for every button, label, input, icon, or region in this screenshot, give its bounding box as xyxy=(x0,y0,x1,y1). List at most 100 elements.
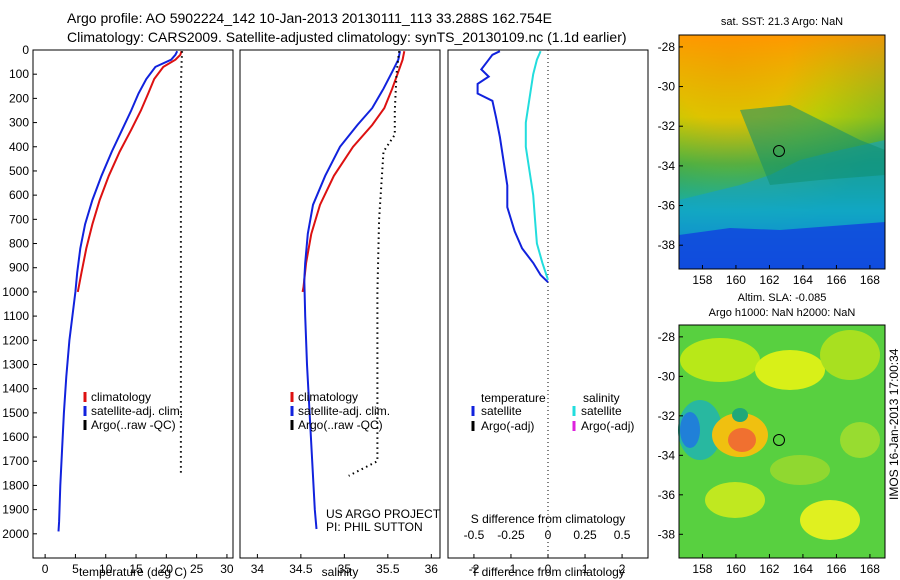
argo-location-marker xyxy=(773,145,785,157)
x2-tick-label: 0 xyxy=(545,528,552,542)
header-line-1: Argo profile: AO 5902224_142 10-Jan-2013… xyxy=(67,10,552,26)
header-line-2: Climatology: CARS2009. Satellite-adjuste… xyxy=(67,29,627,45)
sla-map-title-2: Argo h1000: NaN h2000: NaN xyxy=(709,307,856,319)
legend-label: climatology xyxy=(91,390,151,404)
map-x-tick-label: 160 xyxy=(726,273,746,287)
series-line-satellite xyxy=(476,50,549,283)
map-y-tick-label: -34 xyxy=(658,448,676,462)
map-x-tick-label: 168 xyxy=(860,562,880,576)
x-tick-label: 35.5 xyxy=(376,562,400,576)
map-x-tick-label: 166 xyxy=(826,562,846,576)
y-tick-label: 1400 xyxy=(2,382,29,396)
map-x-tick-label: 166 xyxy=(826,273,846,287)
legend-label: Argo(-adj) xyxy=(581,419,634,433)
y-tick-label: 800 xyxy=(9,237,29,251)
map-x-tick-label: 164 xyxy=(793,562,813,576)
series-line-satellite-adj--clim- xyxy=(303,51,401,530)
x-axis-label: T difference from climatology xyxy=(471,565,625,579)
y-tick-label: 1300 xyxy=(2,357,29,371)
map-y-tick-label: -28 xyxy=(658,40,676,54)
y-tick-label: 400 xyxy=(9,140,29,154)
x-tick-label: 34 xyxy=(251,562,265,576)
x-tick-label: 5 xyxy=(72,562,79,576)
sla-map-title-1: Altim. SLA: -0.085 xyxy=(738,292,827,304)
y-tick-label: 1900 xyxy=(2,503,29,517)
sst-map xyxy=(678,34,886,270)
x-tick-label: 25 xyxy=(190,562,204,576)
map-y-tick-label: -38 xyxy=(658,238,676,252)
x-axis-label: temperature (deg C) xyxy=(79,565,187,579)
map-y-tick-label: -36 xyxy=(658,199,676,213)
salinity-panel-frame xyxy=(239,49,441,559)
annotation-label: S difference from climatology xyxy=(471,512,626,526)
legend-label: Argo(-adj) xyxy=(481,419,534,433)
x-tick-label: 10 xyxy=(99,562,113,576)
x2-tick-label: -0.25 xyxy=(497,528,525,542)
legend-label: satellite xyxy=(481,404,522,418)
legend-label: climatology xyxy=(298,390,358,404)
legend-label: satellite-adj. clim. xyxy=(91,404,183,418)
y-tick-label: 1800 xyxy=(2,478,29,492)
map-x-tick-label: 162 xyxy=(759,562,779,576)
x-tick-label: -1 xyxy=(506,562,517,576)
x-tick-label: 36 xyxy=(425,562,439,576)
legend-label: Argo(..raw -QC) xyxy=(298,418,383,432)
y-tick-label: 100 xyxy=(9,67,29,81)
sst-map-title: sat. SST: 21.3 Argo: NaN xyxy=(721,16,843,28)
legend-label: satellite-adj. clim. xyxy=(298,404,390,418)
project-credit: US ARGO PROJECT xyxy=(326,507,441,521)
x2-tick-label: 0.25 xyxy=(573,528,597,542)
x-axis-label: salinity xyxy=(322,565,359,579)
map-y-tick-label: -30 xyxy=(658,80,676,94)
x-tick-label: 0 xyxy=(545,562,552,576)
x-tick-label: 34.5 xyxy=(289,562,313,576)
imos-timestamp: IMOS 16-Jan-2013 17:00:34 xyxy=(887,348,900,500)
map-y-tick-label: -32 xyxy=(658,119,676,133)
sla-map xyxy=(678,324,886,559)
legend-label: Argo(..raw -QC) xyxy=(91,418,176,432)
map-x-tick-label: 158 xyxy=(692,562,712,576)
y-tick-label: 200 xyxy=(9,91,29,105)
map-x-tick-label: 160 xyxy=(726,562,746,576)
y-tick-label: 1100 xyxy=(3,309,29,323)
map-x-tick-label: 164 xyxy=(793,273,813,287)
y-tick-label: 500 xyxy=(9,164,29,178)
pi-credit: PI: PHIL SUTTON xyxy=(326,520,423,534)
y-tick-label: 1200 xyxy=(2,333,29,347)
x-tick-label: -2 xyxy=(469,562,480,576)
x-tick-label: 0 xyxy=(42,562,49,576)
series-line-climatology xyxy=(76,50,183,293)
x-tick-label: 15 xyxy=(129,562,143,576)
y-tick-label: 1700 xyxy=(2,454,29,468)
y-tick-label: 2000 xyxy=(2,527,29,541)
map-x-tick-label: 158 xyxy=(692,273,712,287)
argo-location-marker-sla xyxy=(773,434,785,446)
x-tick-label: 20 xyxy=(160,562,174,576)
y-tick-label: 1000 xyxy=(2,285,29,299)
y-tick-label: 300 xyxy=(9,116,29,130)
y-tick-label: 900 xyxy=(9,261,29,275)
map-y-tick-label: -32 xyxy=(658,409,676,423)
y-tick-label: 700 xyxy=(9,212,29,226)
map-x-tick-label: 162 xyxy=(759,273,779,287)
legend-label: satellite xyxy=(581,404,622,418)
map-y-tick-label: -34 xyxy=(658,159,676,173)
y-tick-label: 1500 xyxy=(2,406,29,420)
temperature-panel-frame xyxy=(32,49,234,559)
series-line-climatology xyxy=(301,51,406,293)
series-line-argo---raw--qc- xyxy=(348,51,401,477)
map-x-tick-label: 168 xyxy=(860,273,880,287)
legend-title: temperature xyxy=(481,391,546,405)
x2-tick-label: 0.5 xyxy=(614,528,631,542)
x-tick-label: 35 xyxy=(338,562,352,576)
legend-title: salinity xyxy=(583,391,620,405)
map-y-tick-label: -30 xyxy=(658,369,676,383)
x-tick-label: 1 xyxy=(582,562,589,576)
y-tick-label: 0 xyxy=(22,43,29,57)
series-line-satellite xyxy=(524,50,549,281)
y-tick-label: 600 xyxy=(9,188,29,202)
x-tick-label: 30 xyxy=(220,562,234,576)
map-y-tick-label: -36 xyxy=(658,488,676,502)
x-tick-label: 2 xyxy=(619,562,626,576)
